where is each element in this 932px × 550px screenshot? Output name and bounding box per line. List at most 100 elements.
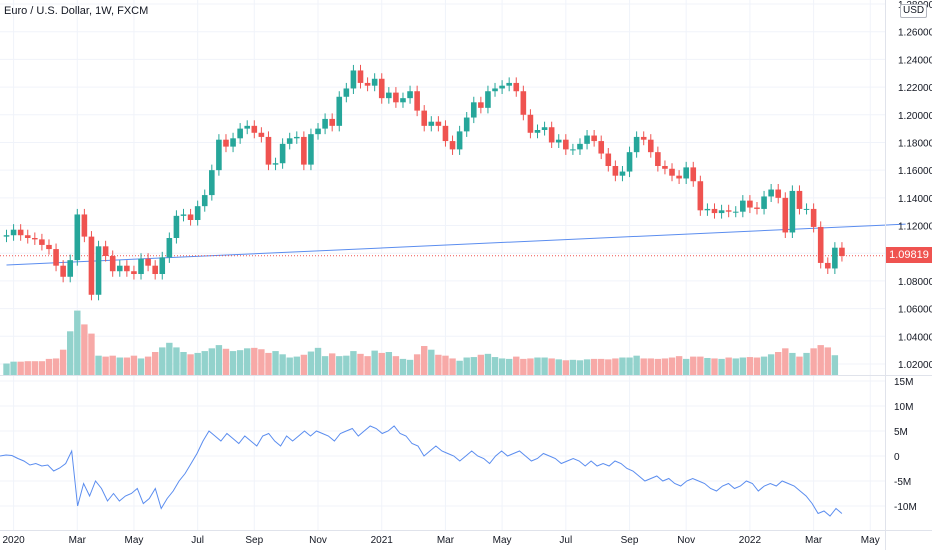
candle-body xyxy=(10,229,17,236)
time-tick-label: Nov xyxy=(309,535,327,546)
candle-body xyxy=(676,175,682,179)
volume-bar xyxy=(803,352,810,375)
candle-body xyxy=(718,210,725,214)
candle-body xyxy=(24,235,31,238)
candle-body xyxy=(265,136,272,165)
candle-body xyxy=(570,149,576,151)
chart-title[interactable]: Euro / U.S. Dollar, 1W, FXCM xyxy=(4,5,149,17)
candle-body xyxy=(782,197,789,233)
candle-body xyxy=(485,91,491,108)
volume-bar xyxy=(619,357,626,375)
candle-body xyxy=(138,258,144,274)
volume-bar xyxy=(569,359,577,375)
indicator-tick-label: -5M xyxy=(894,477,911,488)
candle-body xyxy=(747,200,753,208)
volume-bar xyxy=(74,310,81,375)
volume-bar xyxy=(746,357,754,375)
volume-bar xyxy=(824,347,831,375)
volume-bar xyxy=(222,348,230,375)
volume-bar xyxy=(88,333,95,375)
candle-body xyxy=(463,117,470,132)
candle-body xyxy=(315,128,321,135)
candle-body xyxy=(605,153,612,166)
volume-bar xyxy=(413,354,421,375)
volume-bar xyxy=(279,354,286,375)
volume-bar xyxy=(520,358,527,375)
volume-bar xyxy=(583,359,591,375)
candle-body xyxy=(244,125,251,129)
candle-body xyxy=(732,211,739,213)
candle-body xyxy=(131,271,137,274)
candle-body xyxy=(839,247,845,256)
candle-body xyxy=(626,152,633,172)
candle-body xyxy=(166,238,173,258)
candle-body xyxy=(449,141,456,150)
indicator-layer xyxy=(0,425,843,517)
volume-bar xyxy=(612,358,619,375)
volume-bar xyxy=(498,358,506,375)
volume-bar xyxy=(421,346,428,375)
volume-bar xyxy=(484,353,492,375)
candle-body xyxy=(824,262,831,269)
volume-bar xyxy=(626,357,633,375)
candle-body xyxy=(159,257,166,274)
candle-body xyxy=(329,118,335,126)
time-tick-label: Mar xyxy=(437,535,455,546)
candle-body xyxy=(591,135,597,142)
volume-bar xyxy=(38,361,46,375)
candle-body xyxy=(711,208,718,214)
candle-body xyxy=(740,200,746,212)
candle-body xyxy=(116,265,123,272)
volume-bar xyxy=(598,358,605,375)
candle-body xyxy=(400,98,406,103)
volume-bar xyxy=(654,358,662,375)
volume-bar xyxy=(590,358,598,375)
volume-bar xyxy=(534,357,541,375)
volume-bar xyxy=(456,360,463,375)
candle-body xyxy=(662,166,668,169)
candle-body xyxy=(343,88,350,97)
indicator-tick-label: 5M xyxy=(894,427,908,438)
price-tick-label: 1.16000 xyxy=(898,166,932,177)
volume-bar xyxy=(144,356,152,375)
currency-badge[interactable]: USD xyxy=(900,4,928,18)
volume-bar xyxy=(173,347,180,375)
volume-bar xyxy=(123,357,131,375)
time-tick-label: 2022 xyxy=(739,535,762,546)
volume-bar xyxy=(739,357,747,375)
candle-body xyxy=(513,82,520,92)
candle-body xyxy=(796,190,803,209)
candle-body xyxy=(187,214,194,220)
price-tick-label: 1.06000 xyxy=(898,305,932,316)
volume-bar xyxy=(166,342,173,375)
grid-layer xyxy=(0,0,885,530)
volume-bar xyxy=(378,352,385,375)
candle-body xyxy=(230,138,236,147)
volume-bar xyxy=(668,357,676,375)
candle-body xyxy=(3,235,10,237)
volume-bar xyxy=(767,354,775,375)
volume-bar xyxy=(428,349,435,375)
time-tick-label: Jul xyxy=(191,535,204,546)
volume-bar xyxy=(81,324,88,375)
volume-bar xyxy=(470,357,477,375)
volume-bar xyxy=(831,355,839,375)
candle-body xyxy=(88,236,95,295)
candle-body xyxy=(145,258,151,266)
candle-body xyxy=(683,167,689,179)
candle-body xyxy=(548,127,555,143)
candle-body xyxy=(272,163,279,165)
volume-bar xyxy=(116,357,123,375)
volume-bar xyxy=(548,358,555,375)
candle-body xyxy=(527,114,534,133)
price-tick-label: 1.22000 xyxy=(898,83,932,94)
candle-layer xyxy=(3,64,845,301)
volume-bar xyxy=(10,361,17,375)
indicator-tick-label: -10M xyxy=(894,502,917,513)
candle-body xyxy=(640,136,647,140)
volume-bar xyxy=(336,356,343,375)
volume-bar xyxy=(137,358,145,375)
candle-body xyxy=(152,265,158,274)
